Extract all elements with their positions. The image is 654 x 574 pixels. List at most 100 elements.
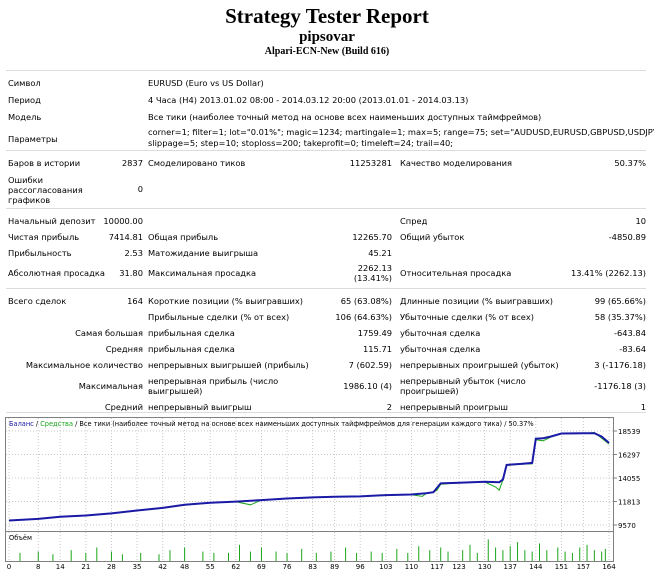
net-profit-label: Чистая прибыль <box>8 232 80 242</box>
long-positions-label: Длинные позиции (% выигравших) <box>400 296 554 306</box>
params-line-2: slippage=5; step=10; stoploss=200; takep… <box>148 138 454 148</box>
total-trades-value: 164 <box>127 296 143 306</box>
max-cons-loss-label-1: непрерывный убыток (число <box>400 376 526 386</box>
largest-profit-label: прибыльная сделка <box>148 328 235 338</box>
max-cons-profit-label-2: выигрышей) <box>148 386 203 396</box>
symbol-label: Символ <box>8 78 41 88</box>
x-tick-label: 144 <box>529 563 543 571</box>
maximal-drawdown-percent: (13.41%) <box>353 273 392 283</box>
largest-profit-value: 1759.49 <box>357 328 392 338</box>
balance-chart: 18539 16297 14055 11813 9570 0 8 14 21 28 35 42 48 5… <box>5 417 640 571</box>
largest-label: Самая большая <box>75 328 143 338</box>
max-cons-loss-label-2: проигрышей) <box>400 386 459 396</box>
net-profit-value: 7414.81 <box>108 232 143 242</box>
section-divider <box>6 412 646 413</box>
x-tick-label: 83 <box>308 563 317 571</box>
max-cons-wins-value: 7 (602.59) <box>348 360 392 370</box>
expected-payoff-label: Матожидание выигрыша <box>148 248 259 258</box>
avg-cons-losses-value: 1 <box>640 402 646 412</box>
section-divider <box>6 208 646 209</box>
maximal-drawdown-label: Максимальная просадка <box>148 268 257 278</box>
relative-drawdown-value: 13.41% (2262.13) <box>570 268 646 278</box>
x-tick-label: 89 <box>330 563 339 571</box>
deposit-label: Начальный депозит <box>8 216 96 226</box>
chart-grid <box>6 418 617 561</box>
x-axis-labels: 0 8 14 21 28 35 42 48 55 62 69 76 83 89 96 103 110 117 123… <box>7 563 616 571</box>
max-cons-loss-value: -1176.18 (3) <box>594 381 646 391</box>
avg-cons-wins-value: 2 <box>386 402 392 412</box>
x-tick-label: 8 <box>36 563 40 571</box>
ticks-label: Смоделировано тиков <box>148 158 246 168</box>
legend-description: / Все тики (наиболее точный метод на осн… <box>73 420 534 428</box>
quality-value: 50.37% <box>614 158 646 168</box>
maximal-drawdown-value: 2262.13 <box>357 263 392 273</box>
x-tick-label: 103 <box>379 563 392 571</box>
expected-payoff-value: 45.21 <box>368 248 392 258</box>
average-loss-label: убыточная сделка <box>400 344 481 354</box>
report-title: Strategy Tester Report <box>225 4 429 28</box>
absolute-drawdown-label: Абсолютная просадка <box>8 268 105 278</box>
x-tick-label: 151 <box>555 563 568 571</box>
spread-value: 10 <box>635 216 646 226</box>
maximal-label: Максимальная <box>78 381 143 391</box>
x-tick-label: 117 <box>430 563 443 571</box>
x-tick-label: 157 <box>577 563 590 571</box>
y-tick-label: 14055 <box>618 475 640 483</box>
gross-profit-label: Общая прибыль <box>148 232 219 242</box>
ticks-value: 11253281 <box>349 158 392 168</box>
errors-value: 0 <box>137 184 143 194</box>
x-tick-label: 62 <box>231 563 240 571</box>
long-positions-value: 99 (65.66%) <box>594 296 646 306</box>
x-tick-label: 110 <box>405 563 418 571</box>
total-trades-label: Всего сделок <box>8 296 67 306</box>
profit-trades-label: Прибыльные сделки (% от всех) <box>148 312 290 322</box>
errors-label-3: графиков <box>8 195 51 205</box>
average-profit-value: 115.71 <box>362 344 392 354</box>
y-tick-label: 11813 <box>618 498 640 506</box>
section-divider <box>6 70 646 71</box>
volume-label: Объём <box>9 534 32 542</box>
x-tick-label: 69 <box>257 563 266 571</box>
largest-loss-value: -643.84 <box>613 328 646 338</box>
bars-label: Баров в истории <box>8 158 81 168</box>
max-cons-wins-label: непрерывных выигрышей (прибыль) <box>148 360 309 370</box>
section-divider <box>6 150 646 151</box>
loss-trades-label: Убыточные сделки (% от всех) <box>400 312 535 322</box>
x-tick-label: 14 <box>56 563 65 571</box>
average-cons-label: Средний <box>104 402 143 412</box>
avg-cons-losses-label: непрерывный проигрыш <box>400 402 508 412</box>
gross-loss-value: -4850.89 <box>608 232 646 242</box>
average-label: Средняя <box>105 344 143 354</box>
model-value: Все тики (наиболее точный метод на основ… <box>148 112 542 122</box>
max-cons-profit-label-1: непрерывная прибыль (число <box>148 376 279 386</box>
gross-loss-label: Общий убыток <box>400 232 465 242</box>
x-tick-label: 42 <box>158 563 167 571</box>
x-tick-label: 48 <box>180 563 189 571</box>
gross-profit-value: 12265.70 <box>352 232 392 242</box>
short-positions-label: Короткие позиции (% выигравших) <box>148 296 303 306</box>
profit-factor-value: 2.53 <box>124 248 143 258</box>
avg-cons-wins-label: непрерывный выигрыш <box>148 402 252 412</box>
balance-line <box>8 432 610 522</box>
relative-drawdown-label: Относительная просадка <box>400 268 512 278</box>
legend-separator: / <box>34 420 40 428</box>
chart-frame <box>5 417 614 562</box>
x-tick-label: 35 <box>133 563 142 571</box>
y-tick-label: 16297 <box>618 451 640 459</box>
chart-legend: Баланс / Средства / Все тики (наиболее т… <box>9 420 534 428</box>
profit-trades-value: 106 (64.63%) <box>335 312 392 322</box>
legend-balance: Баланс <box>9 420 34 428</box>
params-line-1: corner=1; filter=1; lot="0.01%"; magic=1… <box>148 127 654 137</box>
y-axis-labels: 18539 16297 14055 11813 9570 <box>618 428 640 530</box>
x-tick-label: 28 <box>107 563 116 571</box>
server-name: Alpari-ECN-New (Build 616) <box>264 46 390 57</box>
quality-label: Качество моделирования <box>400 158 512 168</box>
absolute-drawdown-value: 31.80 <box>119 268 143 278</box>
errors-label-2: рассогласования <box>8 185 83 195</box>
deposit-value: 10000.00 <box>103 216 143 226</box>
symbol-value: EURUSD (Euro vs US Dollar) <box>148 78 264 88</box>
max-cons-losses-label: непрерывных проигрышей (убыток) <box>400 360 559 370</box>
volume-bars <box>19 539 606 561</box>
largest-loss-label: убыточная сделка <box>400 328 481 338</box>
loss-trades-value: 58 (35.37%) <box>594 312 646 322</box>
